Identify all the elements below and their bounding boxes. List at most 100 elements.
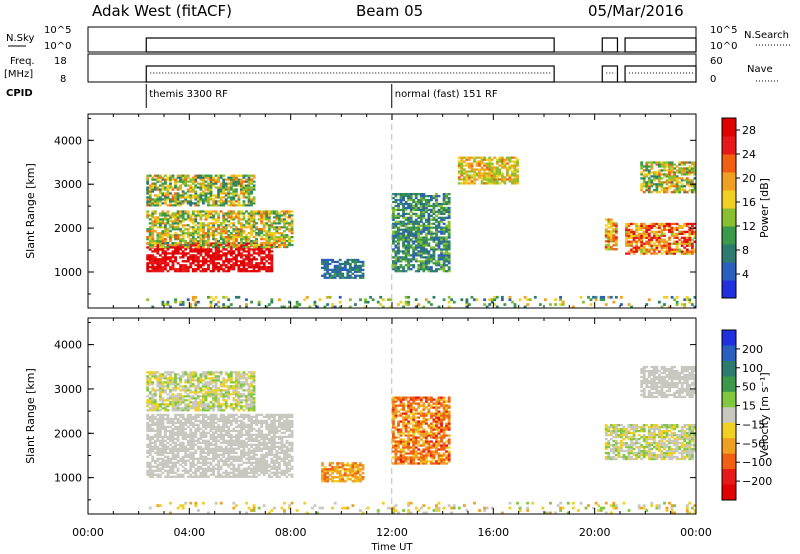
range-gate-cell xyxy=(191,461,195,464)
range-gate-cell xyxy=(432,208,436,212)
range-gate-cell xyxy=(158,236,162,239)
range-gate-cell xyxy=(640,222,644,226)
range-gate-cell xyxy=(227,176,231,179)
range-gate-cell xyxy=(161,218,165,221)
range-gate-cell xyxy=(260,260,264,263)
range-gate-cell xyxy=(685,183,689,186)
range-gate-cell xyxy=(232,419,236,423)
range-gate-cell xyxy=(164,186,167,189)
range-gate-cell xyxy=(356,270,360,273)
range-gate-cell xyxy=(191,258,195,261)
range-gate-cell xyxy=(171,204,175,207)
range-gate-cell xyxy=(252,236,256,239)
range-gate-cell xyxy=(194,303,198,306)
range-gate-cell xyxy=(660,177,664,180)
range-gate-cell xyxy=(399,258,403,261)
range-gate-cell xyxy=(424,256,428,259)
range-gate-cell xyxy=(202,451,205,454)
range-gate-cell xyxy=(417,228,421,231)
range-gate-cell xyxy=(146,186,150,189)
range-gate-cell xyxy=(673,248,677,251)
range-gate-cell xyxy=(267,303,271,306)
range-gate-cell xyxy=(419,204,423,208)
range-gate-cell xyxy=(219,190,223,193)
range-gate-cell xyxy=(688,300,692,304)
range-gate-cell xyxy=(493,295,497,299)
range-gate-cell xyxy=(181,192,185,195)
range-gate-cell xyxy=(242,453,246,456)
range-gate-cell xyxy=(652,242,656,245)
range-gate-cell xyxy=(392,214,395,218)
range-gate-cell xyxy=(437,264,441,267)
range-gate-cell xyxy=(650,246,654,249)
range-gate-cell xyxy=(607,232,611,235)
range-gate-cell xyxy=(283,234,286,237)
range-gate-cell xyxy=(207,254,210,257)
range-gate-cell xyxy=(663,238,666,241)
range-gate-cell xyxy=(174,178,177,181)
range-gate-cell xyxy=(219,254,223,257)
range-gate-cell xyxy=(668,179,671,182)
range-gate-cell xyxy=(176,226,180,229)
range-gate-cell xyxy=(412,266,416,269)
range-gate-cell xyxy=(447,210,451,214)
range-gate-cell xyxy=(151,239,155,243)
range-gate-cell xyxy=(176,250,180,253)
range-gate-cell xyxy=(158,226,162,229)
range-gate-cell xyxy=(490,168,494,171)
range-gate-cell xyxy=(407,242,411,245)
range-gate-cell xyxy=(181,234,185,237)
range-gate-cell xyxy=(604,234,608,237)
range-gate-cell xyxy=(678,161,682,164)
range-gate-cell xyxy=(511,182,514,185)
range-gate-cell xyxy=(227,250,231,253)
range-gate-cell xyxy=(412,232,416,235)
range-gate-cell xyxy=(219,176,223,179)
range-gate-cell xyxy=(227,230,231,233)
range-gate-cell xyxy=(146,262,150,265)
range-gate-cell xyxy=(440,210,443,214)
range-gate-cell xyxy=(250,433,253,437)
range-gate-cell xyxy=(250,467,253,470)
range-gate-cell xyxy=(655,222,659,226)
range-gate-cell xyxy=(290,218,294,221)
range-gate-cell xyxy=(176,204,180,207)
range-gate-cell xyxy=(191,417,195,421)
range-gate-cell xyxy=(685,250,689,253)
range-gate-cell xyxy=(247,437,251,441)
range-gate-cell xyxy=(680,244,684,247)
range-gate-cell xyxy=(229,250,233,253)
range-gate-cell xyxy=(161,184,165,187)
range-gate-cell xyxy=(164,250,167,253)
range-gate-cell xyxy=(158,266,162,269)
range-gate-cell xyxy=(166,475,170,478)
range-gate-cell xyxy=(184,463,188,466)
range-gate-cell xyxy=(164,178,167,181)
range-gate-cell xyxy=(204,421,208,425)
range-gate-cell xyxy=(647,173,651,176)
range-gate-cell xyxy=(214,180,218,183)
range-gate-cell xyxy=(166,471,170,474)
range-gate-cell xyxy=(156,431,160,435)
range-gate-cell xyxy=(685,181,689,184)
range-gate-cell xyxy=(607,236,611,239)
range-gate-cell xyxy=(658,300,661,304)
range-gate-cell xyxy=(161,270,165,273)
range-gate-cell xyxy=(513,166,517,169)
range-gate-cell xyxy=(250,216,253,219)
range-gate-cell xyxy=(247,439,251,443)
freq-tick-top: 18 xyxy=(54,56,67,67)
range-gate-cell xyxy=(151,200,155,203)
range-gate-cell xyxy=(212,264,215,267)
range-gate-cell xyxy=(156,188,160,191)
range-gate-cell xyxy=(237,268,241,271)
range-gate-cell xyxy=(693,189,697,192)
range-gate-cell xyxy=(625,234,628,237)
range-gate-cell xyxy=(194,435,198,439)
range-gate-cell xyxy=(693,248,697,251)
range-gate-cell xyxy=(683,238,687,241)
range-gate-cell xyxy=(473,176,476,179)
range-gate-cell xyxy=(614,230,618,233)
range-gate-cell xyxy=(675,185,679,188)
range-gate-cell xyxy=(242,423,246,427)
